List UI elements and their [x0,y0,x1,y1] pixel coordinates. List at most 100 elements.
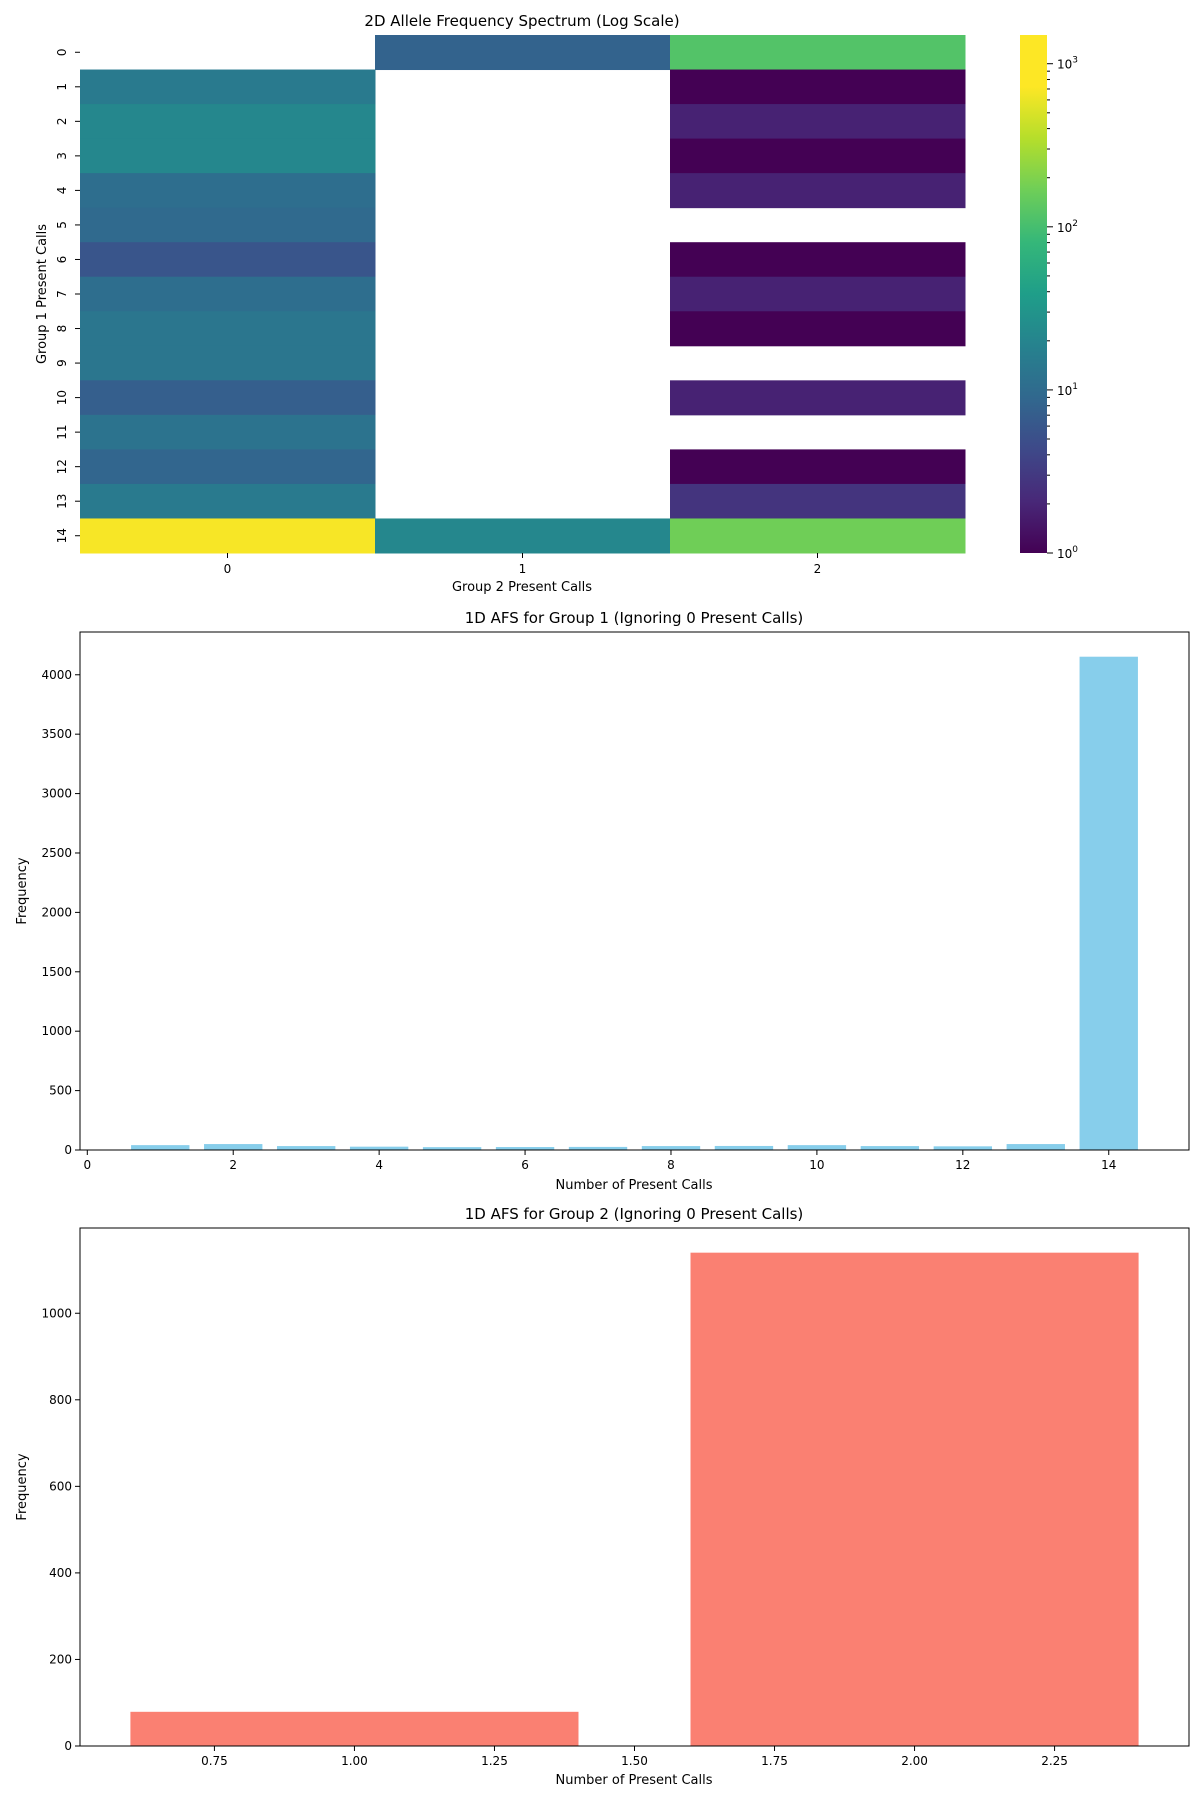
colorbar-ticks: 100 101 102 103 [1047,56,1078,561]
y-tick-label: 0 [64,1739,72,1753]
y-tick-label: 1000 [41,1024,72,1038]
group1-bar-panel: 1D AFS for Group 1 (Ignoring 0 Present C… [15,609,1190,1193]
x-tick-label: 12 [955,1158,970,1172]
bar [204,1144,263,1150]
heatmap-cell [80,380,376,416]
bar [860,1146,920,1150]
bar [690,1252,1139,1746]
x-tick-label: 1.75 [761,1754,788,1768]
heatmap-y-tick-label: 2 [55,117,69,125]
bar2-x-axis-label: Number of Present Calls [556,1773,713,1788]
heatmap-cell [80,414,376,450]
heatmap-y-tick-label: 4 [55,187,69,195]
bar [1006,1144,1065,1150]
colorbar-tick-label: 102 [1057,219,1078,235]
heatmap-cell [670,35,966,71]
bar1-axes-frame [79,631,1190,1151]
heatmap-cell [670,69,966,105]
heatmap-cell [670,242,966,278]
x-tick-label: 10 [809,1158,824,1172]
heatmap-y-tick-label: 13 [55,494,69,509]
heatmap-y-tick-label: 8 [55,325,69,333]
y-tick-label: 1500 [41,965,72,979]
heatmap-y-tick-label: 12 [55,459,69,474]
colorbar-tick-label: 101 [1057,382,1078,398]
heatmap-cell [670,173,966,209]
colorbar-tick-label: 100 [1057,545,1078,561]
heatmap-x-tick-label: 2 [814,562,822,576]
x-tick-label: 1.00 [341,1754,368,1768]
y-tick-label: 800 [49,1393,72,1407]
heatmap-y-tick-label: 1 [55,83,69,91]
heatmap-cell [670,483,966,519]
bar1-title: 1D AFS for Group 1 (Ignoring 0 Present C… [465,609,804,627]
x-tick-label: 1.25 [481,1754,508,1768]
x-tick-label: 2.00 [901,1754,928,1768]
y-tick-label: 500 [49,1084,72,1098]
heatmap-y-tick-label: 14 [55,528,69,543]
heatmap-x-ticks: 0 1 2 [224,553,822,576]
bar2-y-axis-label: Frequency [15,1453,30,1520]
x-tick-label: 0.75 [201,1754,228,1768]
heatmap-cell [670,276,966,312]
heatmap-cell [80,483,376,519]
heatmap-y-tick-label: 6 [55,256,69,264]
heatmap-y-axis-label: Group 1 Present Calls [35,224,50,364]
bar2-x-ticks: 0.75 1.00 1.25 1.50 1.75 2.00 2.25 [201,1746,1068,1768]
bar1-y-ticks: 0 500 1000 1500 2000 2500 3000 3500 4000 [41,668,80,1157]
x-tick-label: 6 [521,1158,529,1172]
heatmap-y-tick-label: 7 [55,290,69,298]
heatmap-y-tick-label: 9 [55,359,69,367]
heatmap-cell [80,311,376,347]
bar [1079,656,1138,1150]
heatmap-cell [80,449,376,485]
bar [495,1147,555,1150]
y-tick-label: 0 [64,1143,72,1157]
heatmap-cell [375,518,671,554]
heatmap-cells [80,35,966,554]
heatmap-cell [80,207,376,243]
heatmap-cell [80,276,376,312]
heatmap-cell [80,104,376,140]
bar [276,1146,336,1150]
heatmap-y-tick-label: 5 [55,221,69,229]
heatmap-title: 2D Allele Frequency Spectrum (Log Scale) [364,12,679,30]
y-tick-label: 400 [49,1566,72,1580]
heatmap-x-tick-label: 1 [519,562,527,576]
bar [568,1146,628,1150]
bar2-title: 1D AFS for Group 2 (Ignoring 0 Present C… [465,1205,804,1223]
bar1-y-axis-label: Frequency [15,857,30,924]
heatmap-cell [670,311,966,347]
heatmap-cell [375,35,671,71]
bar [349,1146,409,1150]
heatmap-panel: 2D Allele Frequency Spectrum (Log Scale)… [35,12,1078,595]
heatmap-cell [670,380,966,416]
heatmap-cell [80,518,376,554]
heatmap-cell [80,242,376,278]
x-tick-label: 14 [1101,1158,1116,1172]
colorbar [1020,35,1047,553]
x-tick-label: 2 [229,1158,237,1172]
heatmap-cell [80,69,376,105]
bar [787,1145,847,1150]
heatmap-cell [80,173,376,209]
heatmap-x-axis-label: Group 2 Present Calls [452,580,592,595]
heatmap-cell [670,449,966,485]
heatmap-cell [80,345,376,381]
bar [641,1146,701,1150]
heatmap-cell [670,518,966,554]
heatmap-y-tick-label: 0 [55,48,69,56]
heatmap-y-tick-label: 3 [55,152,69,160]
x-tick-label: 0 [83,1158,91,1172]
y-tick-label: 200 [49,1652,72,1666]
bar [422,1147,482,1150]
x-tick-label: 4 [375,1158,383,1172]
heatmap-cell [670,104,966,140]
bar [933,1146,993,1150]
bar1-x-ticks: 0 2 4 6 8 10 12 14 [83,1150,1116,1172]
y-tick-label: 3500 [41,727,72,741]
y-tick-label: 600 [49,1479,72,1493]
heatmap-x-tick-label: 0 [224,562,232,576]
